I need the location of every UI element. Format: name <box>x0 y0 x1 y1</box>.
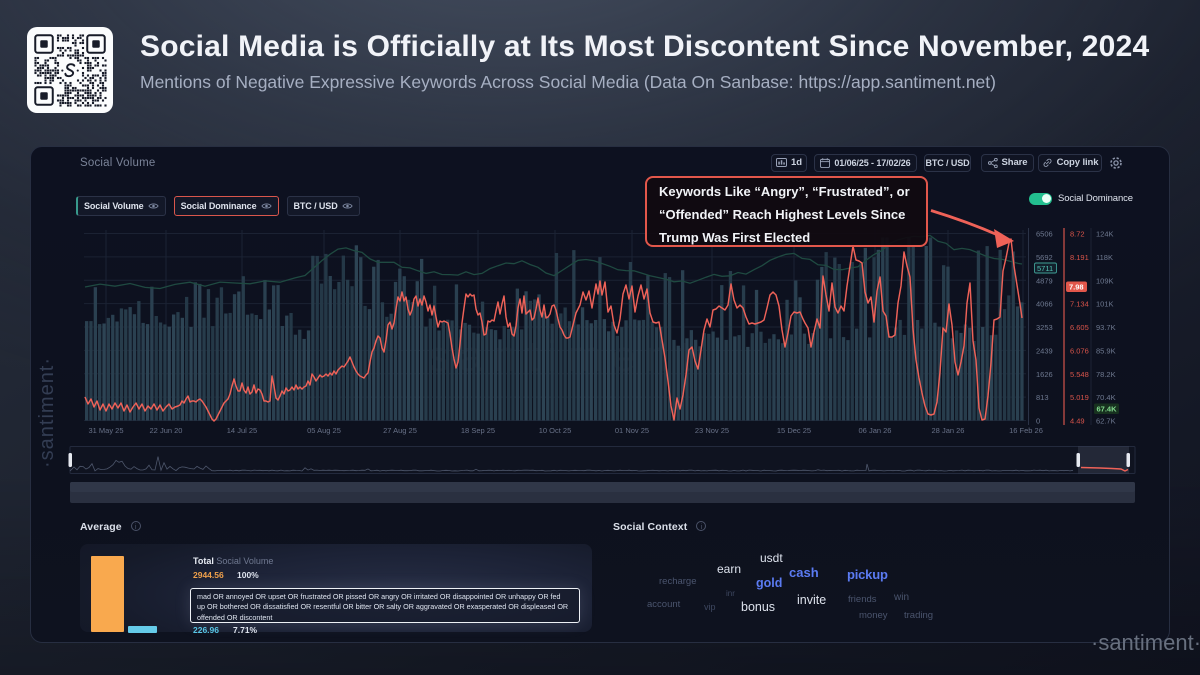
svg-text:27 Aug 25: 27 Aug 25 <box>383 426 417 435</box>
svg-text:16 Feb 26: 16 Feb 26 <box>1009 426 1043 435</box>
svg-text:4879: 4879 <box>1036 276 1053 285</box>
svg-text:5692: 5692 <box>1036 253 1053 262</box>
svg-text:85.9K: 85.9K <box>1096 346 1116 355</box>
svg-text:8.191: 8.191 <box>1070 253 1089 262</box>
svg-text:7.134: 7.134 <box>1070 300 1089 309</box>
svg-text:813: 813 <box>1036 393 1049 402</box>
svg-text:4.49: 4.49 <box>1070 417 1085 426</box>
svg-text:18 Sep 25: 18 Sep 25 <box>461 426 495 435</box>
svg-text:6506: 6506 <box>1036 230 1053 239</box>
svg-text:70.4K: 70.4K <box>1096 393 1116 402</box>
svg-text:78.2K: 78.2K <box>1096 370 1116 379</box>
svg-text:2439: 2439 <box>1036 346 1053 355</box>
svg-text:6.605: 6.605 <box>1070 323 1089 332</box>
svg-text:4066: 4066 <box>1036 300 1053 309</box>
svg-text:5.019: 5.019 <box>1070 393 1089 402</box>
svg-text:23 Nov 25: 23 Nov 25 <box>695 426 729 435</box>
svg-text:109K: 109K <box>1096 276 1114 285</box>
svg-text:06 Jan 26: 06 Jan 26 <box>859 426 892 435</box>
svg-text:118K: 118K <box>1096 253 1113 262</box>
svg-text:14 Jul 25: 14 Jul 25 <box>227 426 257 435</box>
svg-text:01 Nov 25: 01 Nov 25 <box>615 426 649 435</box>
svg-text:62.7K: 62.7K <box>1096 417 1116 426</box>
svg-text:8.72: 8.72 <box>1070 230 1085 239</box>
svg-text:22 Jun 20: 22 Jun 20 <box>150 426 183 435</box>
svg-text:93.7K: 93.7K <box>1096 323 1116 332</box>
svg-text:3253: 3253 <box>1036 323 1053 332</box>
svg-text:124K: 124K <box>1096 230 1114 239</box>
svg-text:28 Jan 26: 28 Jan 26 <box>932 426 965 435</box>
svg-text:67.4K: 67.4K <box>1097 405 1118 414</box>
svg-text:101K: 101K <box>1096 300 1114 309</box>
svg-text:05 Aug 25: 05 Aug 25 <box>307 426 341 435</box>
svg-text:6.076: 6.076 <box>1070 346 1089 355</box>
svg-text:31 May 25: 31 May 25 <box>88 426 123 435</box>
svg-text:15 Dec 25: 15 Dec 25 <box>777 426 811 435</box>
svg-text:5.548: 5.548 <box>1070 370 1089 379</box>
svg-text:10 Oct 25: 10 Oct 25 <box>539 426 572 435</box>
svg-text:1626: 1626 <box>1036 370 1053 379</box>
svg-text:0: 0 <box>1036 417 1040 426</box>
svg-text:7.98: 7.98 <box>1069 283 1084 292</box>
svg-text:5711: 5711 <box>1037 264 1053 273</box>
